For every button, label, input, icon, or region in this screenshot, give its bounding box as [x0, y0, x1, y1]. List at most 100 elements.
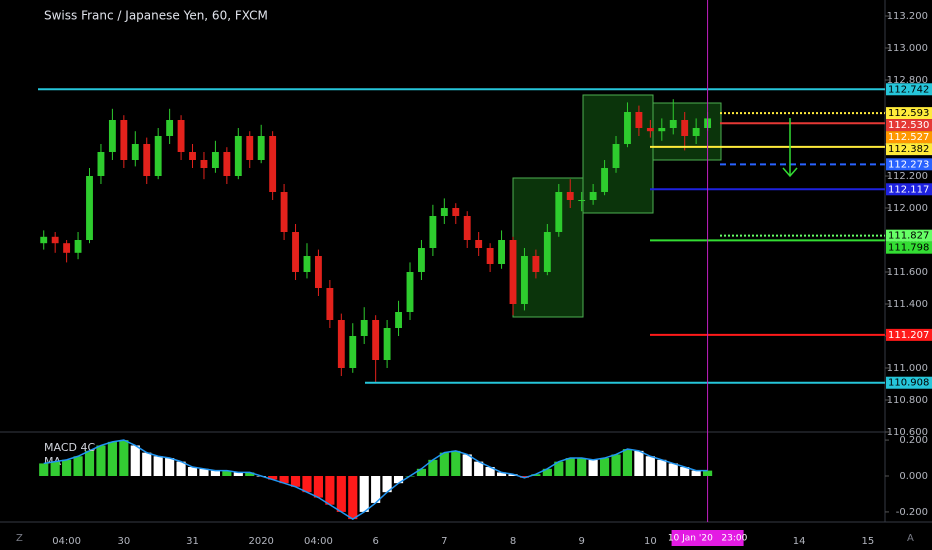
level-label-bg	[886, 229, 932, 242]
macd-bar	[393, 476, 404, 484]
macd-bar	[73, 456, 83, 476]
candle-body	[486, 248, 494, 264]
candle-body	[292, 232, 299, 272]
level-label: 112.117	[888, 184, 929, 195]
level-label-bg	[886, 83, 932, 96]
x-tick-label: 04:00	[52, 536, 81, 547]
candle-body	[166, 120, 174, 136]
candle-body	[395, 312, 402, 328]
y-tick-label: 0.200	[899, 435, 928, 446]
macd-bar	[84, 450, 95, 476]
candle-body	[509, 240, 517, 304]
y-tick-label: 112.800	[887, 75, 928, 86]
macd-bar	[39, 463, 49, 476]
candle-body	[475, 240, 483, 248]
level-label: 112.593	[888, 108, 929, 119]
macd-bar	[62, 459, 72, 476]
macd-bar	[508, 474, 518, 476]
macd-bar	[599, 458, 610, 476]
macd-bar	[542, 468, 552, 476]
candle-body	[681, 120, 689, 136]
macd-bar	[268, 476, 278, 480]
candle-body	[543, 232, 551, 272]
macd-bar	[645, 456, 655, 476]
x-tick-label: 04:00	[304, 536, 333, 547]
x-tick-label: 8	[510, 536, 516, 547]
macd-bar	[531, 474, 541, 476]
macd-bar	[519, 476, 530, 478]
macd-bar	[279, 476, 289, 484]
macd-bar	[577, 458, 587, 476]
y-tick-label: 111.400	[887, 299, 928, 310]
candle-body	[257, 136, 265, 160]
level-label-bg	[886, 107, 932, 120]
candle-body	[452, 208, 460, 216]
candle-body	[200, 160, 208, 168]
macd-bar	[50, 461, 60, 476]
y-tick-label: 112.000	[887, 203, 928, 214]
macd-bar	[588, 459, 598, 476]
candle-body	[269, 136, 277, 192]
candle-body	[51, 236, 59, 244]
macd-bar	[611, 454, 621, 476]
candle-body	[521, 256, 528, 304]
y-tick-label: 113.200	[887, 11, 928, 22]
candle-body	[658, 128, 666, 132]
candle-body	[63, 243, 71, 253]
candle-body	[624, 112, 631, 144]
level-label: 112.527	[888, 132, 929, 143]
candle-body	[612, 144, 620, 168]
macd-bar	[554, 461, 564, 476]
candle-body	[429, 216, 437, 248]
macd-bar	[428, 459, 438, 476]
x-tick-label: 15	[861, 536, 874, 547]
chart-title: Swiss Franc / Japanese Yen, 60, FXCM	[44, 9, 268, 23]
level-label: 112.742	[888, 84, 929, 95]
macd-bar	[371, 476, 381, 503]
macd-bar	[451, 450, 461, 476]
y-tick-label: 110.800	[887, 395, 928, 406]
macd-bar	[622, 449, 633, 476]
macd-bar	[359, 476, 369, 512]
candle-body	[692, 128, 700, 136]
macd-bar	[439, 452, 449, 476]
level-label-bg	[886, 119, 932, 132]
candle-body	[314, 256, 322, 288]
candle-body	[646, 128, 654, 132]
candle-body	[74, 240, 82, 253]
candle-body	[337, 320, 345, 368]
macd-bar	[565, 458, 575, 476]
macd-bar	[233, 472, 243, 476]
candle-body	[601, 168, 609, 192]
y-tick-label: 113.000	[887, 43, 928, 54]
level-label-bg	[886, 376, 932, 389]
candle-body	[97, 152, 105, 176]
macd-bar	[485, 467, 495, 476]
log-toggle[interactable]: Z	[16, 533, 23, 544]
macd-bar	[313, 476, 324, 498]
x-tick-label: 30	[117, 536, 130, 547]
macd-bar	[199, 468, 209, 476]
candle-body	[211, 152, 219, 168]
candle-body	[360, 320, 368, 336]
macd-bar	[290, 476, 301, 487]
macd-bar	[474, 461, 484, 476]
macd-bar	[336, 476, 346, 512]
y-tick-label: -0.200	[896, 507, 928, 518]
y-tick-label: 111.600	[887, 267, 928, 278]
candle-body	[108, 120, 116, 152]
candle-body	[131, 144, 139, 160]
macd-bar	[691, 470, 701, 476]
macd-bar	[680, 467, 690, 476]
macd-bar	[462, 454, 472, 476]
macd-bar	[325, 476, 335, 505]
candle-body	[234, 136, 242, 176]
candle-body	[143, 144, 151, 176]
auto-scale[interactable]: A	[907, 533, 914, 544]
candle-body	[223, 152, 231, 176]
level-label-bg	[886, 131, 932, 144]
macd-bar	[130, 445, 140, 476]
macd-bar	[187, 467, 198, 476]
candle-body	[578, 200, 586, 201]
